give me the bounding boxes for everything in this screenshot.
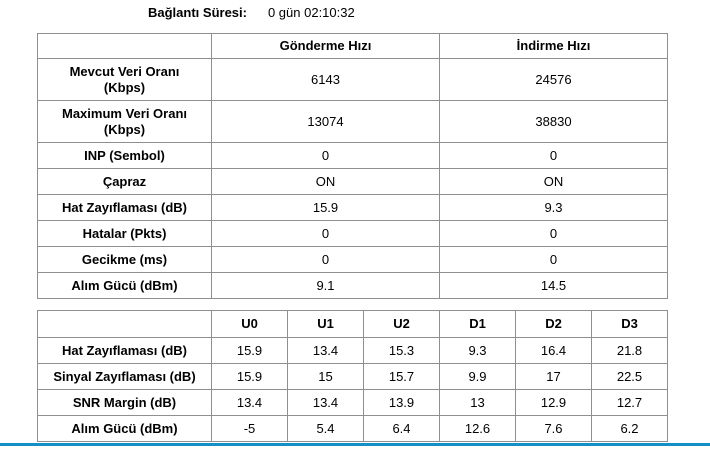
table-cell: 6.4 (363, 415, 440, 442)
table-row: Mevcut Veri Oranı (Kbps) 6143 24576 (37, 58, 668, 101)
table-cell: 38830 (439, 100, 668, 143)
table-cell: 0 (439, 220, 668, 247)
table-cell: 9.9 (439, 363, 516, 390)
table-cell: 15.3 (363, 337, 440, 364)
table-cell: 7.6 (515, 415, 592, 442)
table-row: Maximum Veri Oranı (Kbps) 13074 38830 (37, 100, 668, 143)
table2-corner-cell (37, 310, 212, 338)
table2-col-header-d1: D1 (439, 310, 516, 338)
table-row: Çapraz ON ON (37, 168, 668, 195)
table-row: Hat Zayıflaması (dB) 15.9 13.4 15.3 9.3 … (37, 337, 668, 364)
connection-time-label: Bağlantı Süresi: (148, 5, 247, 20)
table-cell: -5 (211, 415, 288, 442)
table2-col-header-u0: U0 (211, 310, 288, 338)
table-cell: 17 (515, 363, 592, 390)
table-row: Alım Gücü (dBm) -5 5.4 6.4 12.6 7.6 6.2 (37, 415, 668, 442)
table1-col-header-upload: Gönderme Hızı (211, 33, 440, 59)
table-cell: 15 (287, 363, 364, 390)
table-cell: 0 (211, 220, 440, 247)
connection-time-value: 0 gün 02:10:32 (267, 5, 355, 20)
table-cell: 13074 (211, 100, 440, 143)
table-cell: 6.2 (591, 415, 668, 442)
table-cell: 15.9 (211, 363, 288, 390)
table-cell: 15.9 (211, 194, 440, 221)
table-cell: 22.5 (591, 363, 668, 390)
row-label: Gecikme (ms) (37, 246, 212, 273)
table-cell: 9.1 (211, 272, 440, 299)
per-band-stats-table: U0 U1 U2 D1 D2 D3 Hat Zayıflaması (dB) 1… (37, 310, 668, 442)
table-row: Alım Gücü (dBm) 9.1 14.5 (37, 272, 668, 299)
table-cell: 13.4 (287, 389, 364, 416)
table-cell: 16.4 (515, 337, 592, 364)
row-label: Mevcut Veri Oranı (Kbps) (37, 58, 212, 101)
table-row: INP (Sembol) 0 0 (37, 142, 668, 169)
table-cell: 15.9 (211, 337, 288, 364)
table2-col-header-d3: D3 (591, 310, 668, 338)
table-cell: 13.9 (363, 389, 440, 416)
row-label: Hat Zayıflaması (dB) (37, 337, 212, 364)
table-cell: 5.4 (287, 415, 364, 442)
table-cell: 15.7 (363, 363, 440, 390)
table-cell: 13.4 (287, 337, 364, 364)
table-cell: 0 (211, 142, 440, 169)
connection-time: Bağlantı Süresi: 0 gün 02:10:32 (148, 5, 355, 20)
table-row: Hat Zayıflaması (dB) 15.9 9.3 (37, 194, 668, 221)
table-row: SNR Margin (dB) 13.4 13.4 13.9 13 12.9 1… (37, 389, 668, 416)
table1-corner-cell (37, 33, 212, 59)
table-cell: 12.6 (439, 415, 516, 442)
row-label: INP (Sembol) (37, 142, 212, 169)
table-row: Gecikme (ms) 0 0 (37, 246, 668, 273)
row-label: Alım Gücü (dBm) (37, 272, 212, 299)
table-cell: ON (439, 168, 668, 195)
table-cell: 0 (439, 246, 668, 273)
table-cell: 12.9 (515, 389, 592, 416)
table1-col-header-download: İndirme Hızı (439, 33, 668, 59)
upstream-downstream-stats-table: Gönderme Hızı İndirme Hızı Mevcut Veri O… (37, 33, 668, 299)
table2-col-header-u1: U1 (287, 310, 364, 338)
table-cell: 13.4 (211, 389, 288, 416)
row-label: Alım Gücü (dBm) (37, 415, 212, 442)
table-cell: 12.7 (591, 389, 668, 416)
table2-col-header-u2: U2 (363, 310, 440, 338)
row-label: SNR Margin (dB) (37, 389, 212, 416)
table-cell: 9.3 (439, 194, 668, 221)
row-label: Hat Zayıflaması (dB) (37, 194, 212, 221)
table-row: Hatalar (Pkts) 0 0 (37, 220, 668, 247)
table-cell: 21.8 (591, 337, 668, 364)
table-cell: 9.3 (439, 337, 516, 364)
table-cell: 0 (439, 142, 668, 169)
table2-col-header-d2: D2 (515, 310, 592, 338)
table-row: Sinyal Zayıflaması (dB) 15.9 15 15.7 9.9… (37, 363, 668, 390)
table-cell: 13 (439, 389, 516, 416)
row-label: Hatalar (Pkts) (37, 220, 212, 247)
table-cell: 0 (211, 246, 440, 273)
table-cell: 24576 (439, 58, 668, 101)
row-label: Maximum Veri Oranı (Kbps) (37, 100, 212, 143)
row-label: Sinyal Zayıflaması (dB) (37, 363, 212, 390)
table-cell: 14.5 (439, 272, 668, 299)
table-cell: ON (211, 168, 440, 195)
row-label: Çapraz (37, 168, 212, 195)
bottom-divider-line (0, 443, 710, 446)
table-cell: 6143 (211, 58, 440, 101)
